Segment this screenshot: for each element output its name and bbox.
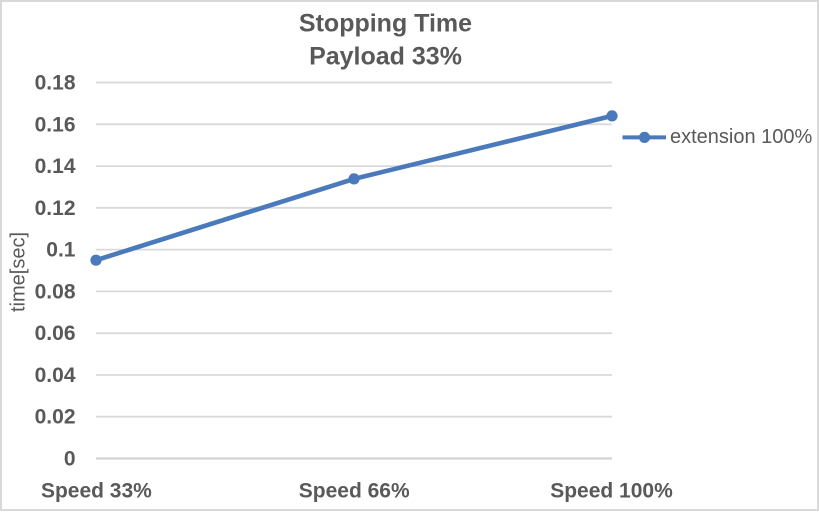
svg-text:0.18: 0.18 bbox=[35, 72, 76, 95]
svg-text:0.06: 0.06 bbox=[35, 322, 76, 345]
svg-text:0.12: 0.12 bbox=[35, 197, 76, 220]
svg-text:Speed 66%: Speed 66% bbox=[299, 480, 410, 503]
svg-text:Speed 100%: Speed 100% bbox=[550, 480, 673, 503]
svg-text:0: 0 bbox=[64, 448, 76, 471]
svg-text:0.02: 0.02 bbox=[35, 406, 76, 429]
svg-text:Speed 33%: Speed 33% bbox=[41, 480, 152, 503]
svg-text:0.08: 0.08 bbox=[35, 280, 76, 303]
svg-text:extension 100%: extension 100% bbox=[670, 126, 813, 148]
svg-text:0.1: 0.1 bbox=[46, 239, 76, 262]
svg-text:0.04: 0.04 bbox=[35, 364, 76, 387]
svg-text:Payload 33%: Payload 33% bbox=[309, 43, 462, 71]
svg-text:Stopping Time: Stopping Time bbox=[299, 10, 472, 38]
svg-text:0.16: 0.16 bbox=[35, 113, 76, 136]
svg-text:time[sec]: time[sec] bbox=[8, 232, 30, 312]
svg-text:0.14: 0.14 bbox=[35, 155, 76, 178]
